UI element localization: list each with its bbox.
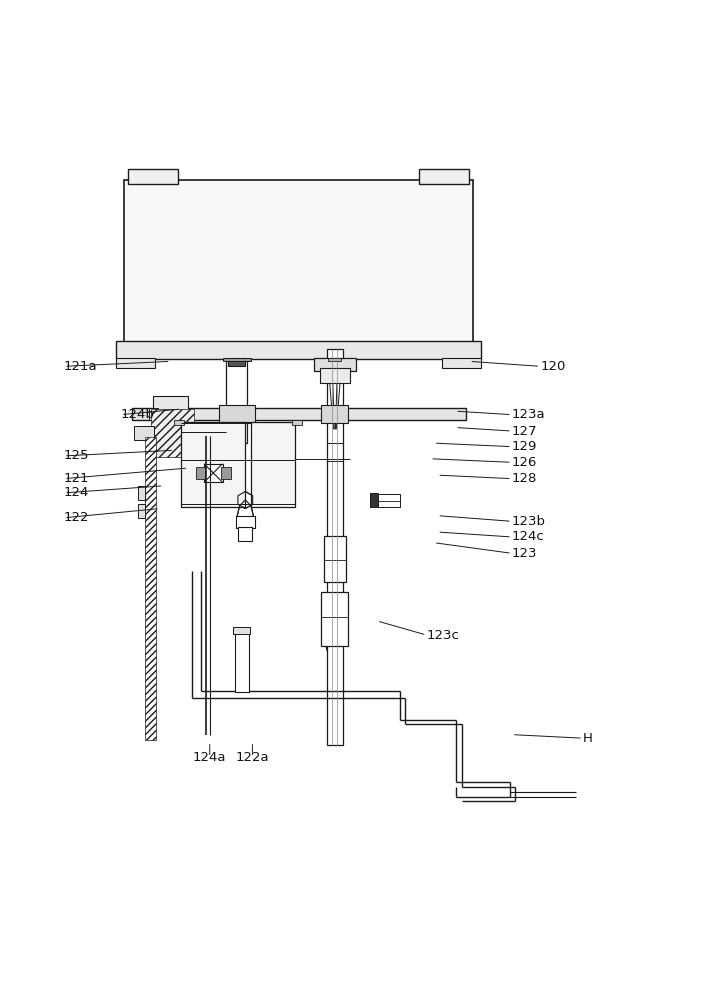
Bar bbox=[314, 358, 356, 371]
Text: 122: 122 bbox=[64, 511, 90, 524]
Text: 125: 125 bbox=[64, 449, 90, 462]
Bar bbox=[145, 437, 156, 740]
Bar bbox=[292, 420, 302, 425]
Text: 123b: 123b bbox=[512, 515, 546, 528]
Bar bbox=[251, 422, 295, 507]
Bar bbox=[327, 349, 343, 745]
Text: 128: 128 bbox=[512, 472, 538, 485]
Polygon shape bbox=[237, 500, 254, 518]
Text: 124b: 124b bbox=[121, 408, 155, 421]
Text: 122a: 122a bbox=[235, 751, 269, 764]
Bar bbox=[233, 627, 250, 634]
Text: 123a: 123a bbox=[512, 408, 545, 421]
Bar bbox=[174, 420, 184, 425]
Text: H: H bbox=[583, 732, 593, 745]
Text: 123: 123 bbox=[512, 547, 538, 560]
Bar bbox=[138, 486, 145, 500]
Bar bbox=[183, 423, 244, 506]
Text: 129: 129 bbox=[512, 440, 538, 453]
Bar bbox=[149, 408, 158, 420]
Bar bbox=[324, 536, 346, 582]
Bar bbox=[235, 632, 249, 692]
Text: 120: 120 bbox=[540, 360, 566, 373]
Bar bbox=[321, 592, 348, 646]
Bar bbox=[320, 368, 350, 383]
Bar bbox=[181, 422, 245, 507]
Bar bbox=[378, 494, 400, 507]
Bar bbox=[223, 358, 251, 361]
Text: 123c: 123c bbox=[427, 629, 459, 642]
Bar bbox=[124, 180, 473, 344]
Bar bbox=[204, 464, 223, 482]
Bar bbox=[370, 493, 378, 507]
Bar bbox=[196, 467, 205, 479]
Text: 121: 121 bbox=[64, 472, 90, 485]
Bar bbox=[116, 358, 155, 368]
Bar bbox=[116, 341, 481, 359]
Bar bbox=[442, 358, 481, 368]
Bar bbox=[134, 426, 154, 440]
Text: 124a: 124a bbox=[193, 751, 227, 764]
Bar bbox=[128, 169, 178, 184]
Text: 124c: 124c bbox=[512, 530, 545, 543]
Text: 121a: 121a bbox=[64, 360, 97, 373]
Bar bbox=[238, 527, 252, 541]
Bar bbox=[328, 358, 341, 361]
Bar bbox=[226, 359, 247, 443]
Bar bbox=[219, 405, 255, 423]
Bar bbox=[153, 396, 188, 418]
Bar bbox=[252, 423, 294, 506]
Bar bbox=[138, 504, 145, 518]
Bar bbox=[132, 408, 466, 420]
Bar bbox=[236, 516, 255, 528]
Polygon shape bbox=[238, 491, 252, 509]
Bar bbox=[321, 405, 348, 423]
Text: 124: 124 bbox=[64, 486, 90, 499]
Bar bbox=[151, 409, 194, 457]
Bar bbox=[419, 169, 469, 184]
Text: 127: 127 bbox=[512, 425, 538, 438]
Text: 126: 126 bbox=[512, 456, 538, 469]
Bar bbox=[228, 358, 245, 366]
Bar bbox=[221, 467, 231, 479]
